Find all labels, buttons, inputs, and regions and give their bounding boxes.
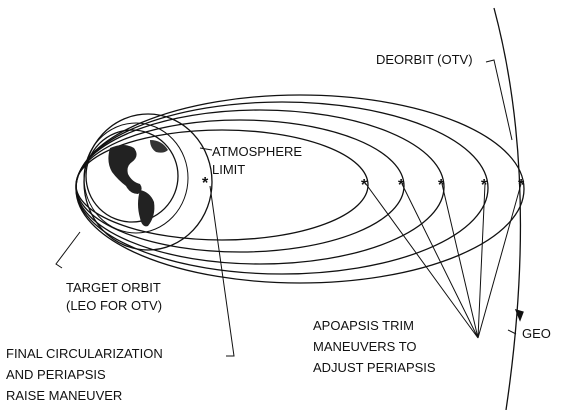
atmosphere-label: LIMIT [212, 162, 245, 177]
deorbit-leader [485, 59, 513, 141]
asterisk: * [518, 177, 525, 194]
earth-outline [85, 129, 179, 223]
final-circularization-label: RAISE MANEUVER [6, 388, 122, 403]
orbit-5 [75, 94, 525, 284]
geo-leader [507, 329, 517, 335]
continent [138, 190, 155, 227]
final-circularization-label: FINAL CIRCULARIZATION [6, 346, 163, 361]
asterisk: * [361, 177, 368, 194]
atmosphere-leader [199, 147, 213, 151]
target-orbit-label: TARGET ORBIT [66, 280, 161, 295]
final-circularization-label: AND PERIAPSIS [6, 367, 106, 382]
atmosphere-limit [83, 122, 189, 234]
target-leader [55, 231, 81, 269]
apoapsis-trim-label: ADJUST PERIAPSIS [313, 360, 436, 375]
leaders [55, 59, 522, 357]
geo-label: GEO [522, 326, 551, 341]
final-leader [209, 185, 235, 357]
deorbit-label: DEORBIT (OTV) [376, 52, 473, 67]
apoapsis-trim-label: APOAPSIS TRIM [313, 318, 414, 333]
apoapsis-trim-label: MANEUVERS TO [313, 339, 417, 354]
asterisk: * [398, 177, 405, 194]
geo-orbit [493, 7, 522, 410]
geo-arrow [514, 309, 524, 322]
transfer-orbits [75, 94, 525, 284]
continent [108, 145, 142, 194]
asterisk: * [438, 177, 445, 194]
target-orbit-label: (LEO FOR OTV) [66, 298, 162, 313]
asterisks: * * * * * * [202, 175, 525, 194]
continent [150, 140, 168, 153]
asterisk: * [202, 175, 209, 192]
earth [85, 129, 179, 227]
target-orbit [83, 113, 213, 251]
atmosphere-label: ATMOSPHERE [212, 144, 302, 159]
apoapsis-leaders [365, 183, 522, 339]
